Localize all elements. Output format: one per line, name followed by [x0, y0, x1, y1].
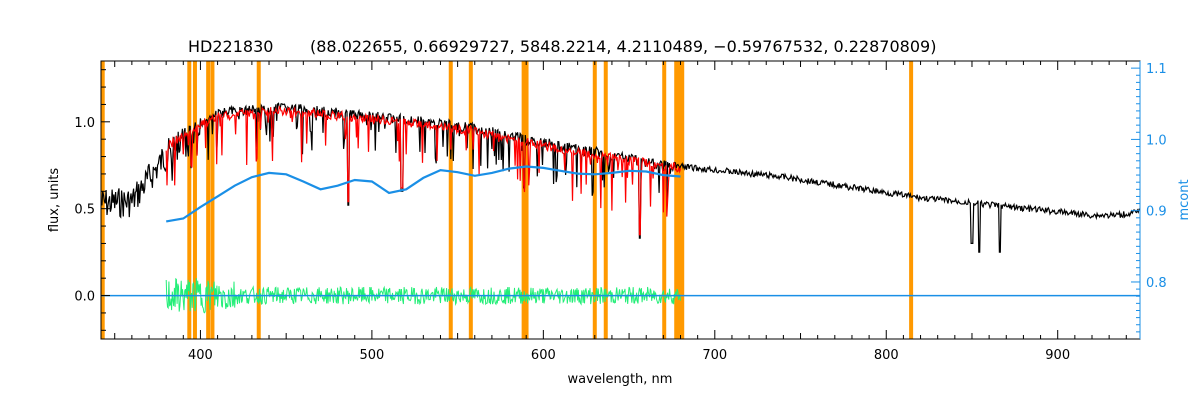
mask-band — [909, 61, 914, 339]
mask-band — [448, 61, 453, 339]
mask-band — [677, 61, 682, 339]
x-tick-label: 800 — [874, 348, 899, 363]
mask-band — [256, 61, 261, 339]
x-axis-label: wavelength, nm — [568, 372, 673, 387]
observed-line — [100, 102, 1141, 253]
x-axis-ticks: 400 500 600 700 800 900 — [114, 61, 1127, 363]
mask-band — [524, 61, 529, 339]
y2-tick-label: 1.0 — [1146, 133, 1167, 148]
mask-band — [674, 61, 679, 339]
x-tick-label: 500 — [359, 348, 384, 363]
mask-band — [468, 61, 473, 339]
y2-axis-label: mcont — [1177, 179, 1192, 220]
y2-axis-ticks: 0.8 0.9 1.0 1.1 — [1131, 61, 1167, 339]
chart-title-object: HD221830 — [188, 37, 273, 56]
mask-band — [603, 61, 608, 339]
y-tick-label: 0.0 — [74, 290, 95, 305]
mask-band — [187, 61, 192, 339]
continuum-line — [166, 165, 681, 223]
y2-tick-label: 0.8 — [1146, 276, 1167, 291]
mask-band — [680, 61, 685, 339]
residual-line — [165, 277, 681, 314]
y-tick-label: 1.0 — [74, 116, 95, 131]
observed-spectrum — [100, 102, 1141, 253]
residual-spectrum — [165, 277, 681, 314]
x-tick-label: 600 — [531, 348, 556, 363]
x-tick-label: 700 — [702, 348, 727, 363]
chart-title-params: (88.022655, 0.66929727, 5848.2214, 4.211… — [310, 37, 936, 56]
model-spectrum — [165, 105, 682, 236]
mask-band — [192, 61, 197, 339]
continuum-curve — [101, 165, 1140, 297]
y-axis-ticks: 0.0 0.5 1.0 — [74, 69, 110, 331]
mask-band — [206, 61, 211, 339]
y2-tick-label: 1.1 — [1146, 62, 1167, 77]
y2-tick-label: 0.9 — [1146, 205, 1167, 220]
y-axis-label: flux, units — [47, 168, 62, 233]
mask-band — [521, 61, 526, 339]
mask-band — [592, 61, 597, 339]
model-line — [165, 105, 682, 236]
x-tick-label: 900 — [1045, 348, 1070, 363]
x-tick-label: 400 — [188, 348, 213, 363]
y-tick-label: 0.5 — [74, 203, 95, 218]
